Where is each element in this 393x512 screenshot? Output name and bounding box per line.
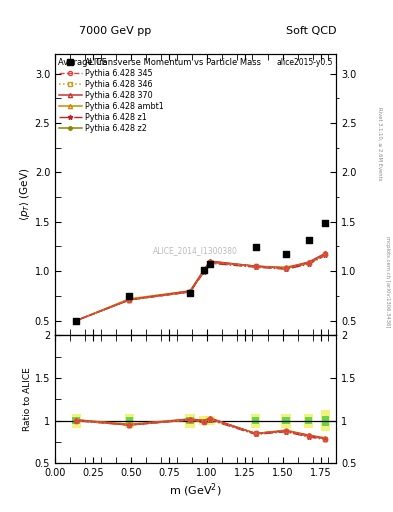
Point — [187, 289, 193, 297]
Text: alice2015-y0.5: alice2015-y0.5 — [277, 58, 333, 67]
Text: Soft QCD: Soft QCD — [286, 26, 336, 36]
Bar — [251, 414, 260, 428]
Bar — [282, 417, 290, 424]
Text: mcplots.cern.ch [arXiv:1306.3436]: mcplots.cern.ch [arXiv:1306.3436] — [385, 236, 389, 327]
Point — [305, 236, 312, 244]
Bar — [206, 419, 214, 423]
Point — [201, 266, 207, 274]
Bar — [125, 414, 134, 428]
Point — [126, 292, 132, 300]
Bar — [205, 416, 215, 425]
Bar — [252, 417, 259, 424]
Bar — [126, 417, 133, 424]
Bar — [200, 419, 208, 423]
Bar — [72, 417, 80, 424]
Point — [207, 260, 213, 268]
Text: 7000 GeV pp: 7000 GeV pp — [79, 26, 151, 36]
Y-axis label: $\langle p_T \rangle$ (GeV): $\langle p_T \rangle$ (GeV) — [18, 168, 32, 221]
Legend: ALICE, Pythia 6.428 345, Pythia 6.428 346, Pythia 6.428 370, Pythia 6.428 ambt1,: ALICE, Pythia 6.428 345, Pythia 6.428 34… — [57, 56, 165, 135]
Bar — [321, 416, 329, 426]
Bar — [186, 417, 194, 424]
Text: Rivet 3.1.10, ≥ 2.6M Events: Rivet 3.1.10, ≥ 2.6M Events — [377, 106, 382, 180]
Bar — [185, 414, 195, 428]
Bar — [281, 414, 291, 428]
Bar — [199, 416, 209, 425]
Point — [322, 219, 329, 227]
Bar — [321, 411, 330, 431]
Bar — [72, 414, 81, 428]
Y-axis label: Ratio to ALICE: Ratio to ALICE — [23, 368, 32, 431]
Text: ALICE_2014_I1300380: ALICE_2014_I1300380 — [153, 246, 238, 255]
Point — [252, 243, 259, 251]
Bar — [304, 414, 314, 428]
X-axis label: m (GeV$^2$): m (GeV$^2$) — [169, 481, 222, 499]
Text: Average Transverse Momentum vs Particle Mass: Average Transverse Momentum vs Particle … — [58, 58, 261, 67]
Point — [73, 316, 79, 325]
Bar — [305, 417, 312, 424]
Point — [283, 250, 289, 259]
